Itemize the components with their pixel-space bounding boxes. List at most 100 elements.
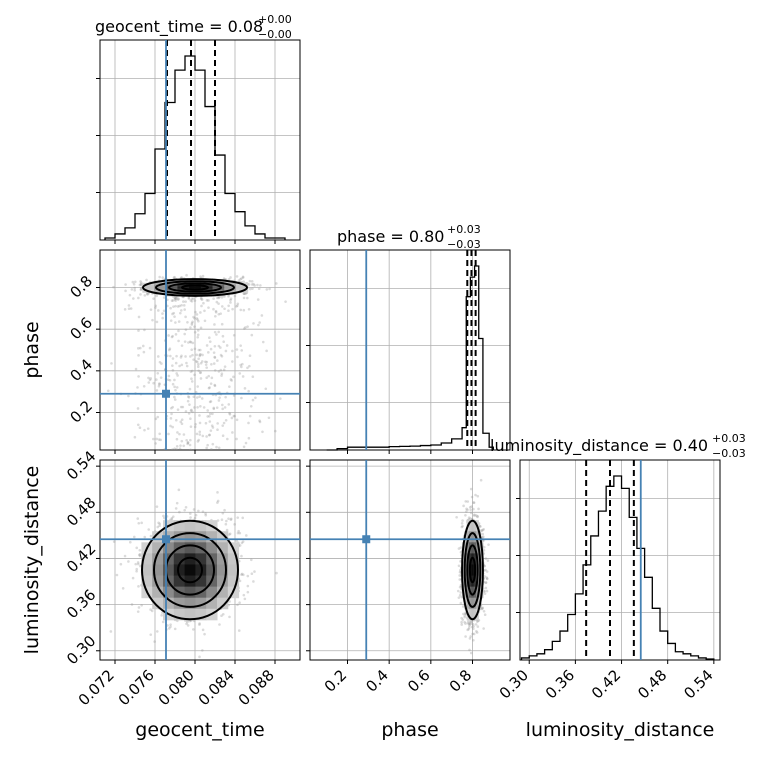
- density-cell: [173, 553, 186, 565]
- sample-point: [193, 317, 196, 320]
- density-cell: [217, 531, 229, 543]
- sample-point: [258, 419, 261, 422]
- density-cell: [154, 290, 167, 293]
- density-cell: [200, 288, 214, 291]
- sample-point: [200, 297, 203, 301]
- sample-point: [119, 562, 123, 566]
- sample-point: [470, 622, 474, 625]
- sample-point: [177, 320, 181, 323]
- sample-point: [137, 375, 140, 378]
- density-cell: [227, 575, 240, 588]
- density-cell: [466, 586, 470, 599]
- sample-point: [171, 357, 175, 360]
- sample-point: [220, 354, 224, 358]
- sample-point: [205, 376, 208, 380]
- density-cell: [206, 586, 218, 599]
- density-cell: [217, 564, 229, 577]
- density-cell: [217, 553, 229, 565]
- sample-point: [238, 531, 242, 535]
- sample-point: [481, 528, 485, 532]
- sample-point: [189, 448, 192, 450]
- sample-point: [220, 374, 223, 377]
- sample-point: [130, 603, 134, 606]
- x-tick-label: 0.084: [195, 666, 238, 709]
- sample-point: [175, 372, 178, 375]
- sample-point: [246, 325, 249, 328]
- histogram-geocent-time: [96, 39, 301, 244]
- density-cell: [468, 597, 472, 610]
- sample-point: [250, 572, 254, 576]
- sample-point: [140, 603, 143, 607]
- sample-point: [216, 422, 219, 425]
- sample-point: [171, 369, 175, 372]
- sample-point: [177, 339, 180, 343]
- sample-point: [467, 516, 471, 519]
- density-cell: [142, 286, 155, 289]
- sample-point: [174, 304, 177, 308]
- sample-point: [193, 516, 197, 520]
- y-tick-label: 0.4: [66, 355, 96, 385]
- sample-point: [139, 293, 142, 296]
- sample-point: [248, 354, 252, 358]
- density-cell: [217, 597, 229, 610]
- density-cell: [466, 597, 470, 610]
- sample-point: [189, 299, 193, 302]
- sample-point: [138, 426, 142, 430]
- sample-point: [481, 539, 485, 543]
- contour-level: [461, 519, 484, 621]
- sample-point: [212, 307, 215, 311]
- sample-point: [483, 574, 486, 578]
- sample-point: [210, 448, 213, 450]
- sample-point: [221, 613, 225, 616]
- sample-point: [207, 351, 210, 354]
- density-cell: [177, 288, 190, 291]
- x-tick-label: 0.4: [362, 666, 392, 696]
- sample-point: [189, 340, 193, 344]
- sample-point: [188, 387, 192, 391]
- sample-point: [253, 570, 256, 573]
- density-cell: [461, 553, 465, 565]
- sample-point: [171, 312, 174, 316]
- x-axis-label-geocent-time: geocent_time: [135, 719, 264, 741]
- sample-point: [180, 303, 183, 307]
- sample-point: [240, 349, 244, 352]
- sample-point: [208, 386, 211, 389]
- x-tick-label: 0.2: [321, 666, 351, 696]
- sample-point: [146, 427, 150, 430]
- sample-point: [246, 296, 249, 300]
- sample-point: [171, 515, 175, 518]
- sample-point: [225, 344, 229, 347]
- sample-point: [187, 341, 190, 344]
- sample-point: [174, 388, 177, 392]
- density-cell: [466, 542, 470, 554]
- sample-point: [231, 360, 234, 363]
- sample-point: [190, 299, 194, 303]
- sample-point: [192, 358, 195, 361]
- x-tick-labels-luminosity-distance: 0.30 0.36 0.42 0.48 0.54: [496, 666, 717, 702]
- sample-point: [190, 297, 194, 300]
- density-cell: [473, 575, 477, 588]
- sample-point: [184, 300, 187, 303]
- sample-point: [247, 421, 250, 425]
- sample-point: [127, 307, 131, 311]
- y-tick-label: 0.48: [63, 493, 99, 529]
- sample-point: [192, 628, 195, 631]
- density-cell: [152, 542, 164, 554]
- sample-point: [190, 380, 194, 383]
- sample-point: [210, 376, 214, 380]
- x-tick-label: 0.54: [680, 666, 716, 702]
- sample-point: [176, 431, 179, 434]
- sample-point: [158, 432, 161, 436]
- sample-point: [195, 313, 199, 316]
- y-tick-label: 0.8: [66, 272, 96, 302]
- sample-point: [246, 366, 249, 370]
- sample-point: [457, 547, 461, 550]
- sample-point: [206, 409, 209, 412]
- sample-point: [240, 541, 244, 545]
- joint-layer: [100, 250, 300, 450]
- density-cell: [195, 608, 207, 621]
- sample-point: [185, 273, 188, 277]
- y-tick-label: 0.54: [63, 447, 99, 483]
- sample-point: [193, 406, 196, 409]
- sample-point: [196, 329, 200, 332]
